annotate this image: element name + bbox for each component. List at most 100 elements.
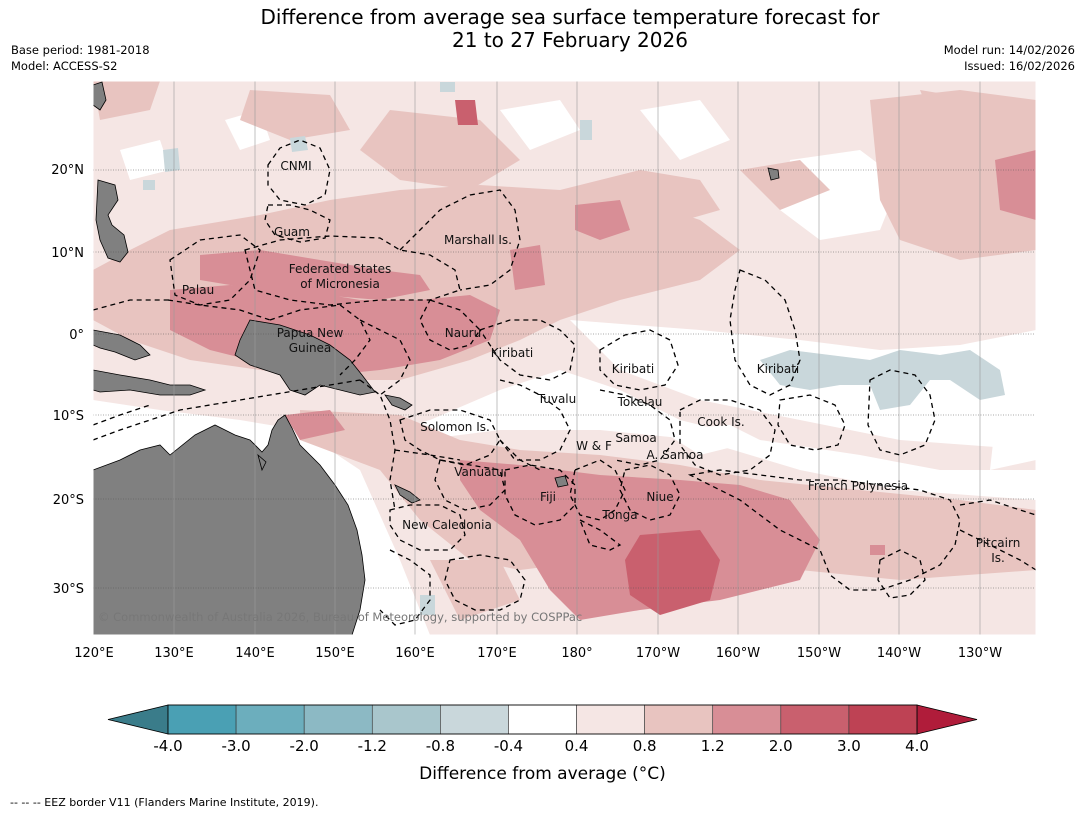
colorbar-segment xyxy=(712,704,782,735)
colorbar-tick-label: 0.8 xyxy=(633,737,657,755)
colorbar-segment xyxy=(780,704,850,735)
place-label-tokelau: Tokelau xyxy=(617,395,663,409)
lat-label: 0° xyxy=(69,328,84,343)
place-label-marshall: Marshall Is. xyxy=(444,233,512,247)
place-label-vanuatu: Vanuatu xyxy=(454,465,504,479)
tasmania-hint xyxy=(257,453,267,472)
place-label-pitcairn-2: Is. xyxy=(991,551,1005,565)
anomaly-red xyxy=(455,100,720,615)
place-label-wallis: W & F xyxy=(576,439,612,453)
hawaii xyxy=(767,167,780,181)
lon-label: 150°W xyxy=(797,646,841,661)
colorbar-title: Difference from average (°C) xyxy=(419,764,666,784)
colorbar: -4.0 -3.0 -2.0 -1.2 -0.8 -0.4 0.4 0.8 1.2 2.0 3.0 4… xyxy=(107,704,978,755)
colorbar-tick-label: 3.0 xyxy=(837,737,861,755)
colorbar-tick-label: 4.0 xyxy=(905,737,929,755)
colorbar-extend-high xyxy=(916,704,978,735)
lon-label: 160°E xyxy=(395,646,435,661)
place-label-solomon: Solomon Is. xyxy=(420,420,490,434)
colorbar-frame xyxy=(167,704,918,735)
solomon-islands xyxy=(384,394,413,411)
anomaly-pale-blue xyxy=(143,82,1005,615)
map-frame xyxy=(92,80,1037,636)
lon-label: 170°E xyxy=(477,646,517,661)
colorbar-segment xyxy=(235,704,305,735)
colorbar-segment xyxy=(508,704,577,735)
place-label-niue: Niue xyxy=(646,490,673,504)
place-label-tonga: Tonga xyxy=(601,508,637,522)
new-caledonia xyxy=(394,484,421,504)
place-label-guam: Guam xyxy=(274,225,310,239)
base-period: Base period: 1981-2018 xyxy=(11,43,150,57)
colorbar-tick-label: -4.0 xyxy=(153,737,182,755)
fiji xyxy=(554,475,569,488)
place-label-fiji: Fiji xyxy=(540,490,556,504)
latitude-labels: 20°N 10°N 0° 10°S 20°S 30°S xyxy=(51,163,84,597)
place-label-fsm-1: Federated States xyxy=(289,262,391,276)
colorbar-segment xyxy=(167,704,237,735)
colorbar-segment xyxy=(576,704,645,735)
colorbar-segment xyxy=(371,704,441,735)
new-guinea xyxy=(234,319,376,396)
colorbar-tick-label: -3.0 xyxy=(221,737,250,755)
lat-label: 10°N xyxy=(51,246,84,261)
colorbar-segment xyxy=(303,704,373,735)
lat-label: 10°S xyxy=(53,409,84,424)
place-label-palau: Palau xyxy=(182,283,214,297)
lon-label: 130°E xyxy=(154,646,194,661)
place-label-kiribati-central: Kiribati xyxy=(612,362,654,376)
lon-label: 140°W xyxy=(877,646,921,661)
colorbar-tick-label: 1.2 xyxy=(701,737,725,755)
eez-legend: -- -- -- EEZ border V11 (Flanders Marine… xyxy=(10,796,319,809)
longitude-labels: 120°E 130°E 140°E 150°E 160°E 170°E 180°… xyxy=(74,646,1002,661)
map-area xyxy=(93,81,1036,635)
colorbar-segment xyxy=(848,704,918,735)
lon-label: 130°W xyxy=(958,646,1002,661)
colorbar-tick-label: 0.4 xyxy=(565,737,589,755)
place-label-new-caledonia: New Caledonia xyxy=(402,518,492,532)
lon-label: 170°W xyxy=(636,646,680,661)
land xyxy=(93,81,780,635)
lon-label: 140°E xyxy=(235,646,275,661)
indonesia-east xyxy=(93,329,151,361)
place-label-kiribati-west: Kiribati xyxy=(491,346,533,360)
map-title: Difference from average sea surface temp… xyxy=(0,6,1085,52)
place-label-samoa: Samoa xyxy=(615,431,656,445)
colorbar-extend-low xyxy=(107,704,169,735)
colorbar-tick-label: -1.2 xyxy=(358,737,387,755)
sulawesi xyxy=(93,369,207,396)
eez-borders xyxy=(93,139,1036,626)
place-labels: CNMI Guam Marshall Is. Federated States … xyxy=(182,159,1020,565)
lat-label: 20°N xyxy=(51,163,84,178)
graticule xyxy=(93,169,1036,589)
model-run: Model run: 14/02/2026 xyxy=(943,43,1075,57)
issued-date: Issued: 16/02/2026 xyxy=(964,59,1075,73)
lon-label: 150°E xyxy=(315,646,355,661)
place-label-png-2: Guinea xyxy=(289,341,332,355)
meta-left: Base period: 1981-2018 Model: ACCESS-S2 xyxy=(11,42,150,74)
place-label-nauru: Nauru xyxy=(445,326,481,340)
lat-label: 30°S xyxy=(53,582,84,597)
colorbar-tick-label: -2.0 xyxy=(290,737,319,755)
place-label-tuvalu: Tuvalu xyxy=(537,392,577,406)
philippines xyxy=(95,179,129,263)
place-label-am-samoa: A. Samoa xyxy=(647,448,704,462)
model-name: Model: ACCESS-S2 xyxy=(11,59,118,73)
colorbar-tick-label: -0.8 xyxy=(426,737,455,755)
place-label-cnmi: CNMI xyxy=(280,159,311,173)
colorbar-tick-label: 2.0 xyxy=(769,737,793,755)
taiwan xyxy=(93,81,107,111)
meridians xyxy=(173,81,981,635)
map-title-line1: Difference from average sea surface temp… xyxy=(260,5,880,29)
lon-label: 120°E xyxy=(74,646,114,661)
place-label-png-1: Papua New xyxy=(277,326,344,340)
place-label-pitcairn-1: Pitcairn xyxy=(976,536,1021,550)
place-label-fsm-2: of Micronesia xyxy=(300,277,380,291)
lat-label: 20°S xyxy=(53,493,84,508)
meta-right: Model run: 14/02/2026 Issued: 16/02/2026 xyxy=(944,42,1075,74)
lon-label: 180° xyxy=(561,646,592,661)
place-label-cook: Cook Is. xyxy=(697,415,744,429)
map-title-line2: 21 to 27 February 2026 xyxy=(452,28,688,52)
colorbar-segment xyxy=(440,704,509,735)
